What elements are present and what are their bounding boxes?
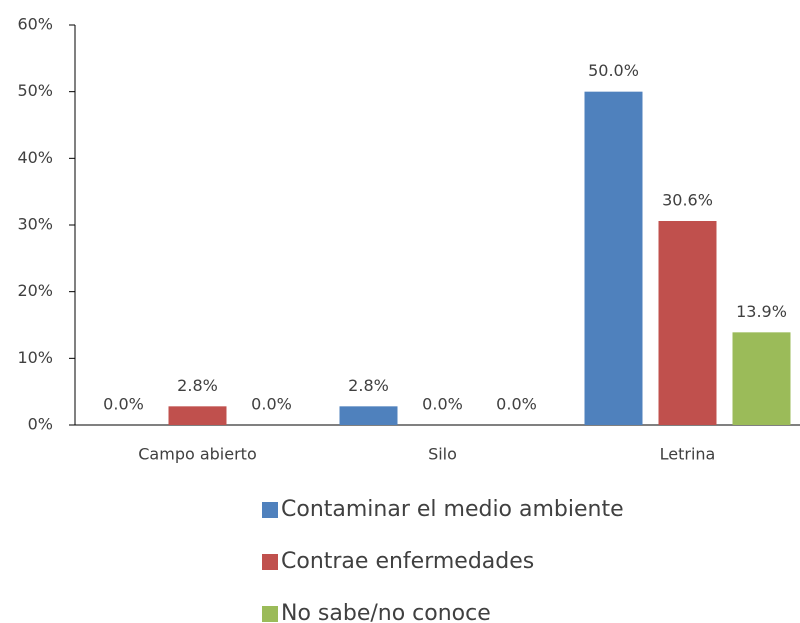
y-tick-label: 50% bbox=[17, 81, 53, 100]
bar bbox=[584, 91, 643, 426]
value-label: 13.9% bbox=[736, 302, 787, 321]
value-label: 2.8% bbox=[177, 376, 218, 395]
legend-label: Contaminar el medio ambiente bbox=[281, 497, 624, 522]
x-tick-label: Campo abierto bbox=[138, 445, 256, 464]
value-label: 50.0% bbox=[588, 61, 639, 80]
y-tick-label: 20% bbox=[17, 281, 53, 300]
legend-swatch bbox=[262, 606, 278, 622]
bar bbox=[168, 406, 227, 425]
legend-swatch bbox=[262, 502, 278, 518]
bar bbox=[339, 406, 398, 425]
x-tick-label: Letrina bbox=[660, 445, 716, 464]
y-tick-label: 10% bbox=[17, 348, 53, 367]
bar bbox=[732, 332, 791, 425]
value-label: 0.0% bbox=[422, 395, 463, 414]
value-label: 0.0% bbox=[496, 395, 537, 414]
bar bbox=[658, 221, 717, 425]
y-tick-label: 0% bbox=[28, 415, 53, 434]
value-label: 0.0% bbox=[251, 395, 292, 414]
value-label: 0.0% bbox=[103, 395, 144, 414]
value-label: 2.8% bbox=[348, 376, 389, 395]
value-label: 30.6% bbox=[662, 191, 713, 210]
y-tick-label: 30% bbox=[17, 215, 53, 234]
legend-swatch bbox=[262, 554, 278, 570]
y-tick-label: 60% bbox=[17, 15, 53, 34]
legend-label: Contrae enfermedades bbox=[281, 549, 534, 574]
y-tick-label: 40% bbox=[17, 148, 53, 167]
x-tick-label: Silo bbox=[428, 445, 457, 464]
legend-label: No sabe/no conoce bbox=[281, 601, 491, 623]
